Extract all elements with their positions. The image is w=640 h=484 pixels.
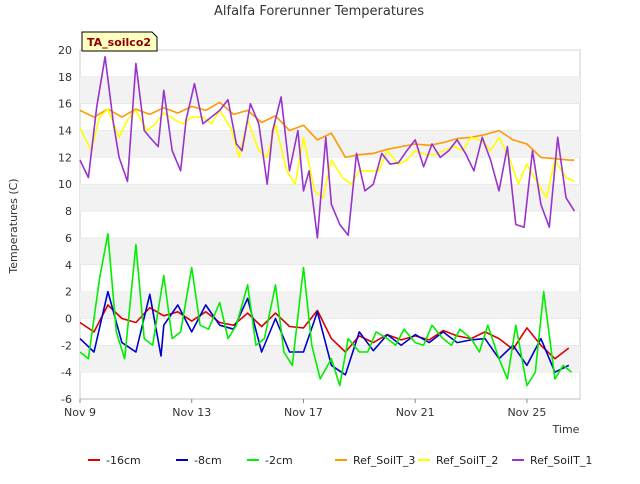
y-tick-label: -6 [61,393,72,406]
x-axis-title: Time [552,423,580,436]
series-line-refsoilt2 [79,108,575,199]
y-tick-label: 18 [58,71,72,84]
chart-title: Alfalfa Forerunner Temperatures [214,4,424,19]
legend-label: Ref_SoilT_1 [530,454,592,467]
y-tick-label: 4 [65,259,72,272]
grid-band [80,237,580,265]
x-tick-label: Nov 21 [396,406,435,419]
legend-label: Ref_SoilT_2 [436,454,498,467]
legend-label: Ref_SoilT_3 [353,454,415,467]
y-tick-label: -4 [61,366,72,379]
y-tick-label: 8 [65,205,72,218]
axes: -6 -4 -2 0 2 4 6 8 10 12 14 16 18 20 Nov 9 Nov 13 Nov 17… [58,44,580,419]
y-tick-label: 0 [65,312,72,325]
legend-item: -2cm [247,454,293,467]
y-tick-label: 6 [65,232,72,245]
legend-label: -2cm [265,454,293,467]
legend-item: Ref_SoilT_1 [512,454,592,467]
x-tick-label: Nov 13 [172,406,211,419]
legend-item: Ref_SoilT_2 [418,454,498,467]
grid-band [80,76,580,104]
y-axis-title: Temperatures (C) [7,178,20,274]
y-tick-label: 12 [58,151,72,164]
series-line-2cm [79,233,573,387]
series-layer [79,55,576,387]
legend-item: -8cm [176,454,222,467]
badge-label: TA_soilco2 [87,36,151,49]
series-line-8cm [79,290,570,376]
grid-band [80,291,580,319]
series-line-16cm [79,304,570,360]
legend-item: Ref_SoilT_3 [335,454,415,467]
y-tick-label: 16 [58,98,72,111]
y-tick-label: -2 [61,339,72,352]
legend-item: -16cm [88,454,141,467]
y-tick-label: 14 [58,125,72,138]
y-tick-label: 20 [58,44,72,57]
y-tick-label: 10 [58,178,72,191]
grid-band [80,130,580,158]
badge: TA_soilco2 [81,31,158,52]
legend-label: -8cm [194,454,222,467]
legend-label: -16cm [106,454,141,467]
badge-box [81,31,158,52]
series-line-refsoilt1 [79,55,576,239]
series-line-refsoilt3 [79,101,575,161]
x-tick-label: Nov 9 [64,406,96,419]
x-tick-label: Nov 17 [284,406,323,419]
grid-bands [79,49,581,400]
y-tick-label: 2 [65,286,72,299]
x-tick-label: Nov 25 [507,406,546,419]
legend: -16cm -8cm -2cm Ref_SoilT_3 Ref_SoilT_2 Ref_S… [88,454,592,467]
